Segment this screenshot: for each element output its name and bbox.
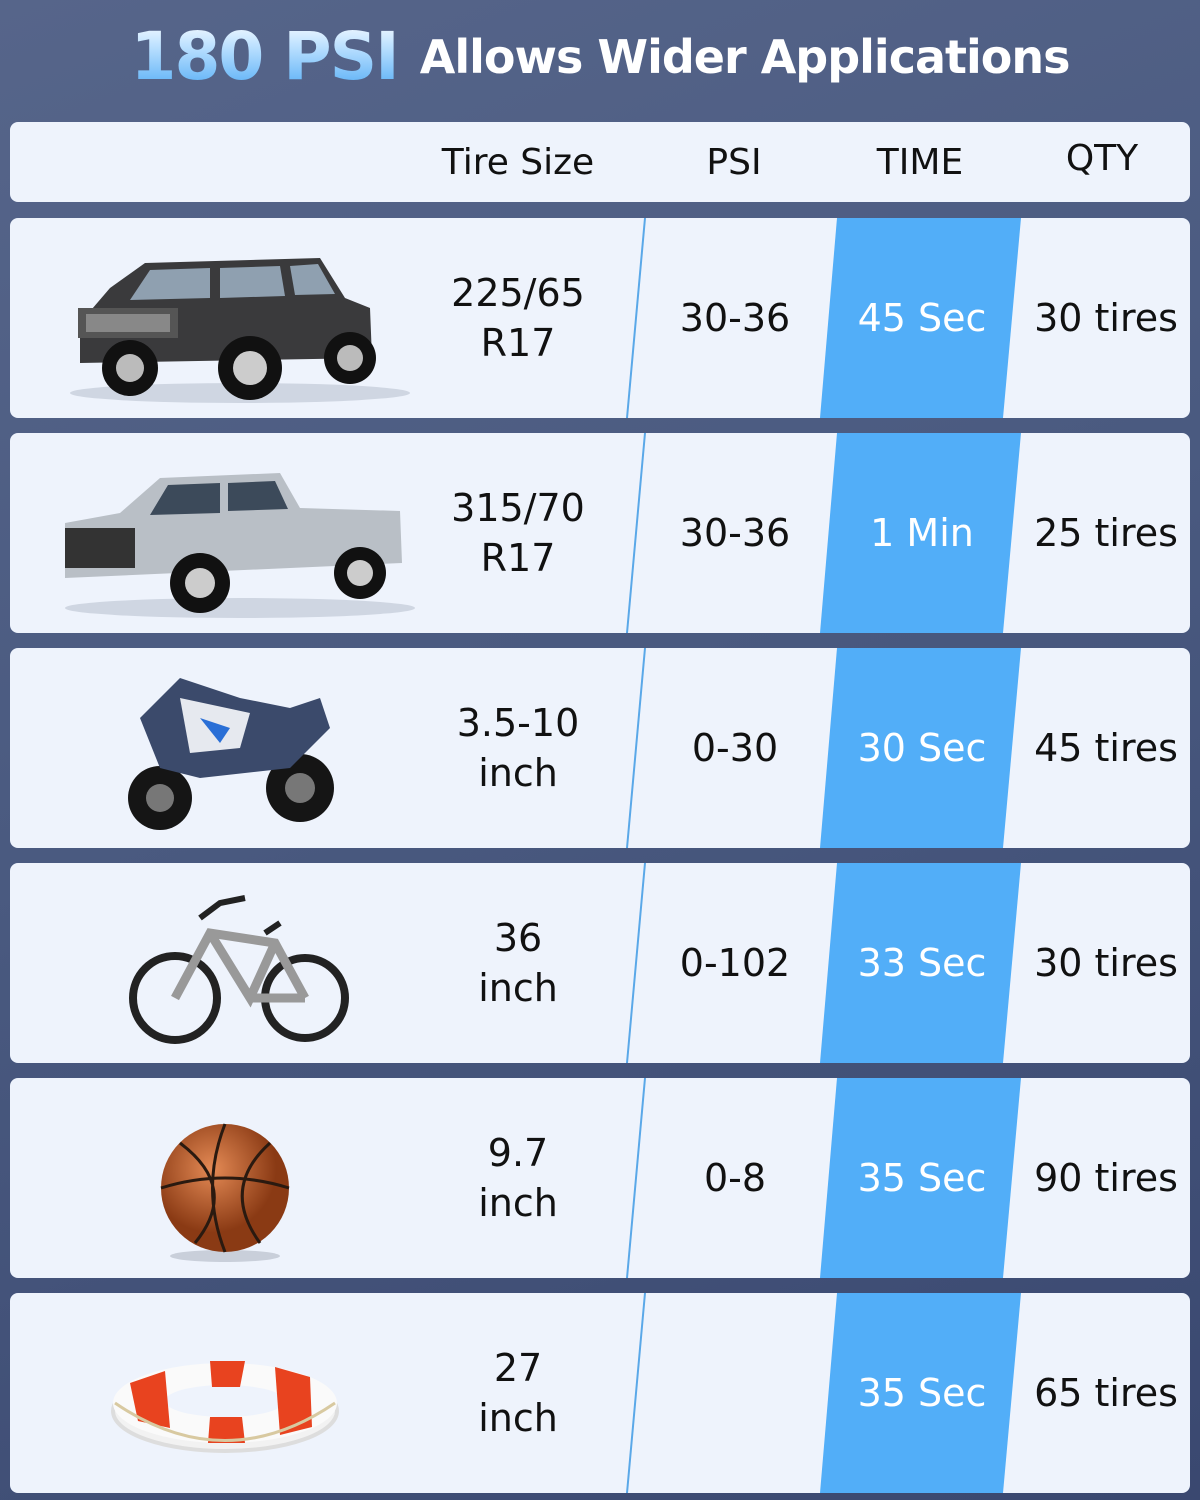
qty-cell: 30 tires	[1034, 941, 1178, 985]
tire-size-line-2: inch	[478, 1181, 558, 1225]
tire-size-cell: 9.7 inch	[478, 1078, 558, 1278]
time-highlight-band	[820, 433, 1021, 633]
bicycle-image	[50, 873, 430, 1053]
tire-size-line-2: inch	[478, 966, 558, 1010]
tire-size-cell: 36 inch	[478, 863, 558, 1063]
psi-cell: 30-36	[679, 511, 791, 555]
table-row: 3.5-10 inch 0-30 30 Sec 45 tires	[10, 648, 1190, 848]
tire-size-line-2: R17	[480, 321, 556, 365]
time-cell: 33 Sec	[857, 941, 987, 985]
time-cell: 35 Sec	[857, 1371, 987, 1415]
tire-size-line-1: 315/70	[451, 486, 585, 530]
time-cell: 30 Sec	[857, 726, 987, 770]
qty-cell: 25 tires	[1034, 511, 1178, 555]
motorcycle-image	[50, 658, 430, 838]
tire-size-line-1: 225/65	[451, 271, 585, 315]
time-highlight-band	[820, 863, 1021, 1063]
tire-size-line-2: inch	[478, 751, 558, 795]
header-qty: QTY	[1065, 138, 1139, 179]
tire-size-cell: 315/70 R17	[451, 433, 585, 633]
psi-cell: 0-8	[703, 1156, 767, 1200]
tire-size-line-1: 3.5-10	[456, 701, 580, 745]
psi-cell: 0-102	[679, 941, 791, 985]
table-row: 225/65 R17 30-36 45 Sec 30 tires	[10, 218, 1190, 418]
pickup-truck-image	[50, 443, 430, 623]
qty-cell: 65 tires	[1034, 1371, 1178, 1415]
life-ring-image	[50, 1303, 430, 1483]
tire-size-line-1: 36	[493, 916, 543, 960]
table-header: Tire Size PSI TIME QTY	[10, 122, 1190, 202]
time-cell: 35 Sec	[857, 1156, 987, 1200]
tire-size-line-1: 27	[493, 1346, 543, 1390]
tire-size-cell: 27 inch	[478, 1293, 558, 1493]
header-time: TIME	[876, 142, 964, 183]
tire-size-cell: 225/65 R17	[451, 218, 585, 418]
header-tire-size: Tire Size	[441, 142, 595, 183]
header-psi: PSI	[706, 142, 762, 183]
tire-size-line-2: R17	[480, 536, 556, 580]
time-highlight-band	[820, 1078, 1021, 1278]
qty-cell: 30 tires	[1034, 296, 1178, 340]
time-highlight-band	[820, 1293, 1021, 1493]
qty-cell: 90 tires	[1034, 1156, 1178, 1200]
time-highlight-band	[820, 218, 1021, 418]
table-row: 9.7 inch 0-8 35 Sec 90 tires	[10, 1078, 1190, 1278]
basketball-image	[50, 1088, 430, 1268]
tire-size-line-2: inch	[478, 1396, 558, 1440]
tire-size-cell: 3.5-10 inch	[457, 648, 580, 848]
time-cell: 1 Min	[870, 511, 974, 555]
tire-size-line-1: 9.7	[487, 1131, 549, 1175]
title-highlight: 180 PSI	[130, 18, 400, 95]
table-row: 315/70 R17 30-36 1 Min 25 tires	[10, 433, 1190, 633]
time-highlight-band	[820, 648, 1021, 848]
psi-cell: 0-30	[691, 726, 779, 770]
suv-image	[50, 228, 430, 408]
title-text: Allows Wider Applications	[419, 29, 1071, 84]
page-title: 180 PSI Allows Wider Applications	[0, 18, 1200, 95]
psi-cell: 30-36	[679, 296, 791, 340]
qty-cell: 45 tires	[1034, 726, 1178, 770]
table-row: 27 inch 35 Sec 65 tires	[10, 1293, 1190, 1493]
table-row: 36 inch 0-102 33 Sec 30 tires	[10, 863, 1190, 1063]
time-cell: 45 Sec	[857, 296, 987, 340]
